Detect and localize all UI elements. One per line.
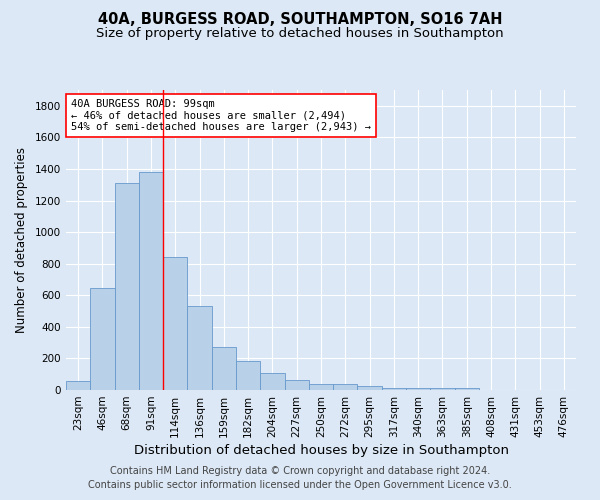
Y-axis label: Number of detached properties: Number of detached properties — [15, 147, 28, 333]
Bar — [66, 382, 90, 390]
Bar — [309, 384, 333, 390]
Bar — [382, 388, 406, 390]
Text: Size of property relative to detached houses in Southampton: Size of property relative to detached ho… — [96, 28, 504, 40]
Bar — [333, 384, 358, 390]
Bar — [212, 346, 236, 390]
Bar — [115, 183, 139, 390]
Bar — [358, 386, 382, 390]
Bar — [139, 172, 163, 390]
Bar — [90, 288, 115, 390]
X-axis label: Distribution of detached houses by size in Southampton: Distribution of detached houses by size … — [133, 444, 509, 457]
Text: Contains public sector information licensed under the Open Government Licence v3: Contains public sector information licen… — [88, 480, 512, 490]
Bar — [430, 388, 455, 390]
Bar — [163, 256, 187, 390]
Bar — [406, 388, 430, 390]
Text: Contains HM Land Registry data © Crown copyright and database right 2024.: Contains HM Land Registry data © Crown c… — [110, 466, 490, 476]
Text: 40A, BURGESS ROAD, SOUTHAMPTON, SO16 7AH: 40A, BURGESS ROAD, SOUTHAMPTON, SO16 7AH — [98, 12, 502, 28]
Bar — [455, 388, 479, 390]
Text: 40A BURGESS ROAD: 99sqm
← 46% of detached houses are smaller (2,494)
54% of semi: 40A BURGESS ROAD: 99sqm ← 46% of detache… — [71, 99, 371, 132]
Bar — [260, 374, 284, 390]
Bar — [187, 306, 212, 390]
Bar — [284, 380, 309, 390]
Bar — [236, 361, 260, 390]
